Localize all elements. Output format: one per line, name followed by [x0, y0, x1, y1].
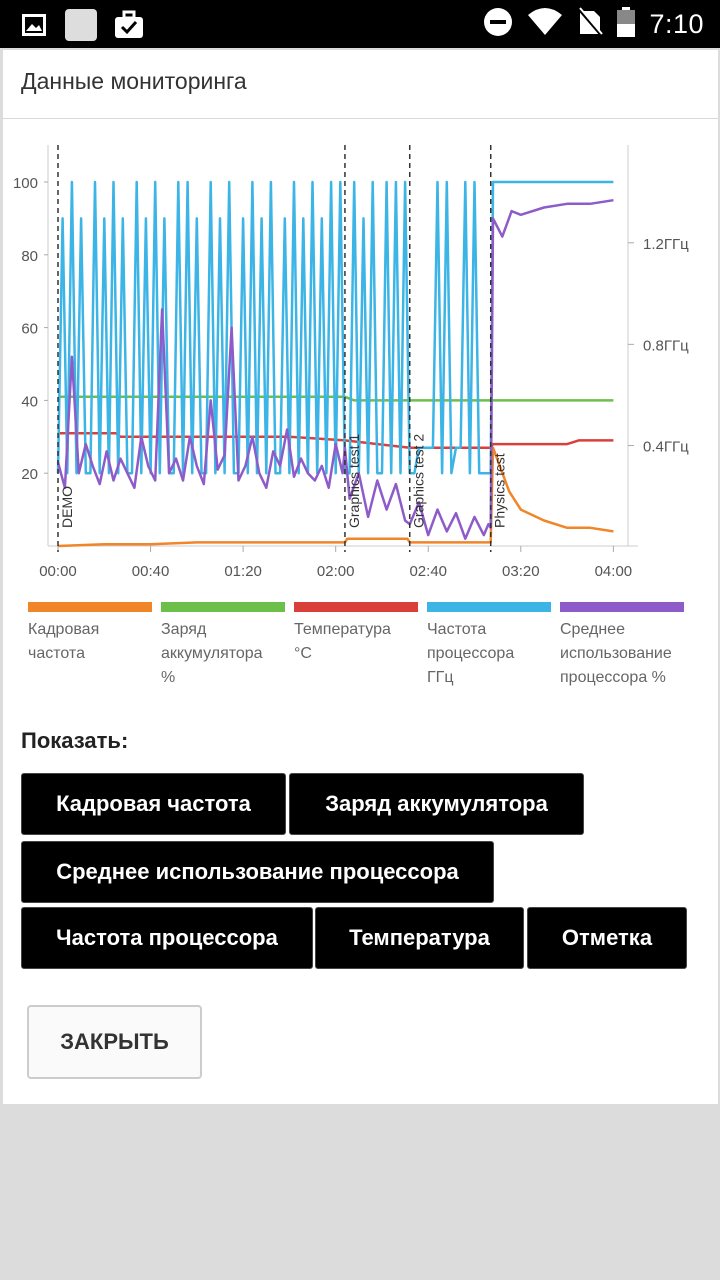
y-left-tick-label: 40: [21, 393, 38, 410]
legend-item: Заряд аккумулятора %: [161, 602, 285, 690]
legend-swatch: [560, 602, 684, 612]
x-tick-label: 03:20: [502, 563, 540, 580]
legend-label: Заряд аккумулятора %: [161, 621, 263, 686]
legend-swatch: [161, 602, 285, 612]
square-icon: [64, 8, 98, 47]
toggle-temperature-button[interactable]: Температура: [315, 907, 524, 969]
wifi-icon: [527, 7, 563, 42]
y-right-tick-label: 0.4ГГц: [643, 439, 689, 456]
toggle-cpu-frequency-button[interactable]: Частота процессора: [21, 907, 313, 969]
y-left-tick-label: 20: [21, 466, 38, 483]
marker-label: Graphics test 1: [346, 434, 362, 528]
y-left-tick-label: 60: [21, 321, 38, 338]
legend-swatch: [28, 602, 152, 612]
do-not-disturb-icon: [483, 7, 513, 42]
x-tick-label: 00:00: [39, 563, 77, 580]
legend-item: Частота процессора ГГц: [427, 602, 551, 690]
legend-label: Кадровая частота: [28, 621, 100, 662]
y-left-tick-label: 100: [13, 175, 38, 192]
y-right-tick-label: 0.8ГГц: [643, 337, 689, 354]
image-icon: [20, 11, 48, 44]
title-divider: [3, 118, 718, 119]
legend-item: Среднее использование процессора %: [560, 602, 684, 690]
series-line: [56, 180, 614, 475]
no-sim-icon: [577, 6, 604, 42]
close-button[interactable]: ЗАКРЫТЬ: [27, 1005, 202, 1079]
toggle-frame-rate-button[interactable]: Кадровая частота: [21, 773, 286, 835]
series-line: [57, 446, 614, 548]
toggle-battery-button[interactable]: Заряд аккумулятора: [289, 773, 584, 835]
x-tick-label: 02:00: [317, 563, 355, 580]
legend-label: Частота процессора ГГц: [427, 621, 515, 686]
dialog-title: Данные мониторинга: [21, 68, 247, 94]
show-label: Показать:: [21, 728, 129, 753]
marker-label: Physics test: [492, 453, 508, 528]
marker-label: DEMO: [59, 486, 75, 528]
battery-icon: [617, 6, 636, 42]
toggle-marker-button[interactable]: Отметка: [527, 907, 687, 969]
marker-label: Graphics test 2: [411, 434, 427, 528]
legend-label: Температура °C: [294, 621, 391, 662]
monitoring-dialog: Данные мониторинга 20 40 60 80 100 0.4ГГц 0.8Г…: [3, 50, 718, 1104]
legend-swatch: [294, 602, 418, 612]
legend-swatch: [427, 602, 551, 612]
monitoring-chart: 20 40 60 80 100 0.4ГГц 0.8ГГц 1.2ГГц 00:00 00:40 0…: [13, 145, 689, 580]
legend-item: Кадровая частота: [28, 602, 152, 666]
x-tick-label: 04:00: [595, 563, 633, 580]
briefcase-check-icon: [114, 10, 144, 45]
x-tick-label: 02:40: [409, 563, 447, 580]
y-right-tick-label: 1.2ГГц: [643, 236, 689, 253]
legend-item: Температура °C: [294, 602, 418, 666]
legend-label: Среднее использование процессора %: [560, 621, 672, 686]
x-tick-label: 01:20: [224, 563, 262, 580]
toggle-cpu-usage-button[interactable]: Среднее использование процессора: [21, 841, 494, 903]
status-bar: 7:10: [0, 0, 720, 48]
series-line: [56, 198, 614, 540]
y-left-tick-label: 80: [21, 248, 38, 265]
clock: 7:10: [649, 8, 704, 39]
x-tick-label: 00:40: [132, 563, 170, 580]
